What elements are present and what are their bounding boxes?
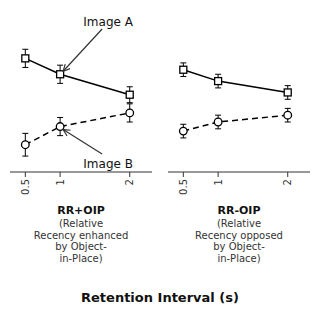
panel-subtitle: (RelativeRecency enhancedby Object-in-Pl…	[34, 218, 129, 264]
annotation: Image A	[83, 15, 133, 29]
error-bar-cap	[285, 99, 291, 100]
error-bar	[180, 124, 186, 138]
x-tick-label: 2	[124, 179, 135, 185]
x-tick	[129, 172, 130, 177]
error-bar-cap	[180, 62, 186, 63]
error-bar	[285, 86, 291, 100]
x-tick	[218, 172, 219, 177]
error-bar-cap	[127, 86, 133, 87]
panel-subtitle-line: by Object-	[55, 241, 107, 252]
x-axis	[168, 171, 310, 172]
panel-subtitle-line: (Relative	[59, 218, 103, 229]
error-bar	[127, 87, 133, 103]
panel-subtitle-line: Recency opposed	[195, 230, 283, 241]
error-bar-cap	[285, 85, 291, 86]
error-bar-cap	[22, 49, 28, 50]
error-bar-cap	[22, 133, 28, 134]
error-bar-cap	[127, 103, 133, 104]
error-bar	[180, 63, 186, 77]
x-tick-label: 1	[55, 179, 66, 185]
error-bar-cap	[285, 122, 291, 123]
panel-title: RR+OIP	[57, 204, 105, 217]
x-axis-label: Retention Interval (s)	[81, 290, 239, 305]
series-line	[25, 113, 129, 145]
x-tick	[183, 172, 184, 177]
error-bar-cap	[180, 76, 186, 77]
error-bar	[22, 49, 28, 67]
error-bar	[215, 74, 221, 88]
chart: 0.512Image AImage BRR+OIP(RelativeRecenc…	[0, 0, 320, 320]
series-line	[183, 70, 287, 93]
error-bar	[22, 133, 28, 156]
point	[215, 78, 222, 85]
error-bar	[285, 108, 291, 122]
plot-area	[180, 63, 292, 138]
error-bar	[127, 104, 133, 122]
point	[56, 123, 64, 131]
error-bar-cap	[180, 137, 186, 138]
x-tick-label: 0.5	[178, 179, 189, 195]
point	[126, 109, 134, 117]
panel-subtitle-line: in-Place)	[59, 253, 102, 264]
annotation-arrow	[63, 130, 102, 154]
x-tick-label: 0.5	[20, 179, 31, 195]
error-bar-cap	[57, 65, 63, 66]
x-tick	[287, 172, 288, 177]
error-bar-cap	[215, 87, 221, 88]
error-bar-cap	[57, 83, 63, 84]
error-bar-cap	[215, 115, 221, 116]
error-bar-cap	[180, 124, 186, 125]
point	[22, 55, 29, 62]
panel-subtitle-line: in-Place)	[217, 253, 260, 264]
x-tick	[25, 172, 26, 177]
point	[284, 111, 292, 119]
error-bar-cap	[215, 128, 221, 129]
point	[284, 89, 291, 96]
error-bar	[57, 117, 63, 135]
annotation: Image B	[83, 157, 133, 171]
point	[126, 91, 133, 98]
x-tick	[60, 172, 61, 177]
panel-subtitle-line: Recency enhanced	[34, 230, 129, 241]
error-bar	[57, 65, 63, 83]
x-tick-label: 1	[213, 179, 224, 185]
error-bar-cap	[57, 117, 63, 118]
panel-subtitle: (RelativeRecency opposedby Object-in-Pla…	[195, 218, 283, 264]
error-bar-cap	[57, 135, 63, 136]
panel-subtitle-line: (Relative	[217, 218, 261, 229]
x-axis	[10, 171, 152, 172]
error-bar-cap	[127, 122, 133, 123]
error-bar-cap	[215, 74, 221, 75]
series-line	[25, 58, 129, 94]
point	[214, 118, 222, 126]
series-line	[183, 115, 287, 131]
error-bar-cap	[127, 102, 133, 103]
panel-subtitle-line: by Object-	[213, 241, 265, 252]
annotation-arrow	[63, 29, 102, 71]
x-tick-label: 2	[282, 179, 293, 185]
point	[180, 66, 187, 73]
plot-area	[22, 49, 134, 156]
error-bar-cap	[285, 108, 291, 109]
panel-title: RR-OIP	[217, 204, 260, 217]
point	[180, 127, 188, 135]
error-bar-cap	[22, 67, 28, 68]
error-bar	[215, 115, 221, 129]
point	[22, 141, 30, 149]
error-bar-cap	[22, 156, 28, 157]
point	[57, 71, 64, 78]
